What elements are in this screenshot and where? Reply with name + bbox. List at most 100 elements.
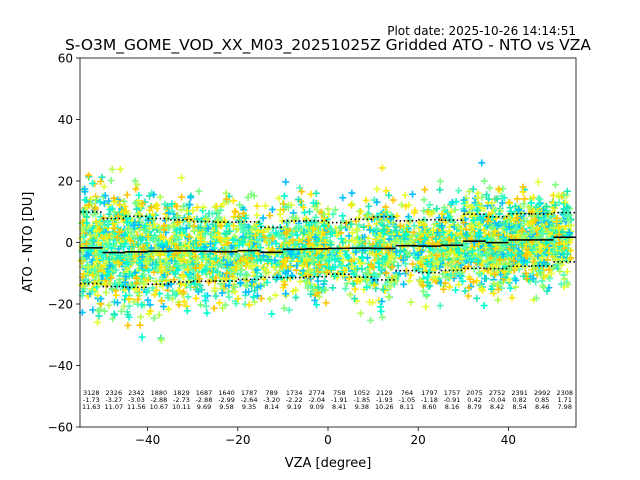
data-point	[168, 238, 176, 246]
data-point	[426, 210, 434, 218]
data-point	[105, 255, 113, 263]
data-point	[306, 208, 314, 216]
data-point	[130, 298, 138, 306]
data-point	[387, 215, 395, 223]
data-point	[259, 228, 267, 236]
data-point	[322, 233, 330, 241]
data-point	[116, 254, 124, 262]
data-point	[146, 301, 154, 309]
data-point	[237, 222, 245, 230]
data-point	[87, 247, 95, 255]
data-point	[173, 203, 181, 211]
data-point	[242, 270, 250, 278]
data-point	[147, 307, 155, 315]
bin-std-label: 9.09	[309, 403, 323, 411]
data-point	[282, 290, 290, 298]
data-point	[418, 256, 426, 264]
data-point	[266, 212, 274, 220]
bin-std-label: 9.69	[197, 403, 211, 411]
data-point	[242, 214, 250, 222]
data-point	[234, 295, 242, 303]
data-point	[420, 207, 428, 215]
data-point	[113, 299, 121, 307]
data-point	[127, 281, 135, 289]
data-point	[363, 283, 371, 291]
data-point	[229, 236, 237, 244]
data-point	[382, 187, 390, 195]
data-point	[422, 303, 430, 311]
data-point	[348, 229, 356, 237]
data-point	[133, 181, 141, 188]
data-point	[138, 253, 146, 261]
bin-std-label: 8.79	[467, 403, 481, 411]
data-point	[219, 304, 227, 312]
data-point	[111, 225, 119, 233]
data-point	[299, 203, 307, 211]
data-point	[203, 309, 211, 317]
data-point	[327, 241, 335, 249]
data-point	[80, 233, 88, 241]
data-point	[480, 302, 488, 310]
data-point	[202, 255, 210, 263]
data-point	[144, 233, 152, 241]
data-point	[79, 288, 87, 296]
data-point	[162, 268, 170, 276]
data-point	[419, 287, 427, 295]
bin-std-label: 11.56	[127, 403, 146, 411]
data-point	[301, 209, 309, 217]
data-point	[347, 201, 355, 209]
data-point	[372, 231, 380, 239]
data-point	[299, 235, 307, 243]
data-point	[261, 202, 269, 210]
data-point	[339, 239, 347, 247]
data-point	[105, 242, 113, 250]
data-point	[322, 299, 330, 307]
data-point	[308, 258, 316, 266]
data-point	[372, 284, 380, 292]
data-point	[239, 238, 247, 246]
data-point	[144, 287, 152, 295]
data-point	[249, 263, 257, 271]
data-point	[399, 256, 407, 264]
data-point	[314, 254, 322, 262]
data-point	[137, 313, 145, 321]
data-point	[551, 181, 559, 189]
data-point	[94, 307, 102, 315]
data-point	[149, 261, 157, 269]
data-point	[110, 194, 118, 202]
bin-std-label: 8.60	[422, 403, 436, 411]
data-point	[170, 276, 178, 284]
data-point	[292, 293, 300, 301]
data-point	[313, 301, 321, 309]
data-point	[136, 259, 144, 267]
data-point	[178, 231, 186, 239]
data-point	[177, 206, 185, 214]
data-point	[372, 224, 380, 232]
data-point	[100, 182, 108, 190]
data-point	[486, 184, 494, 192]
data-point	[137, 236, 145, 244]
data-point	[406, 233, 414, 241]
data-point	[339, 256, 347, 264]
x-axis-label: VZA [degree]	[285, 456, 372, 471]
data-point	[495, 185, 503, 193]
data-point	[162, 277, 170, 285]
bin-std-label: 8.42	[490, 403, 504, 411]
data-point	[131, 199, 139, 207]
data-point	[143, 239, 151, 247]
data-point	[320, 221, 328, 229]
data-point	[201, 292, 209, 300]
data-point	[156, 251, 164, 259]
data-point	[163, 260, 171, 268]
data-point	[426, 282, 434, 290]
data-point	[327, 225, 335, 233]
data-point	[79, 207, 87, 215]
data-point	[86, 231, 94, 239]
data-point	[360, 223, 368, 231]
data-point	[357, 309, 365, 317]
data-point	[282, 240, 290, 248]
data-point	[284, 218, 292, 226]
data-point	[94, 239, 102, 247]
data-point	[478, 159, 486, 167]
